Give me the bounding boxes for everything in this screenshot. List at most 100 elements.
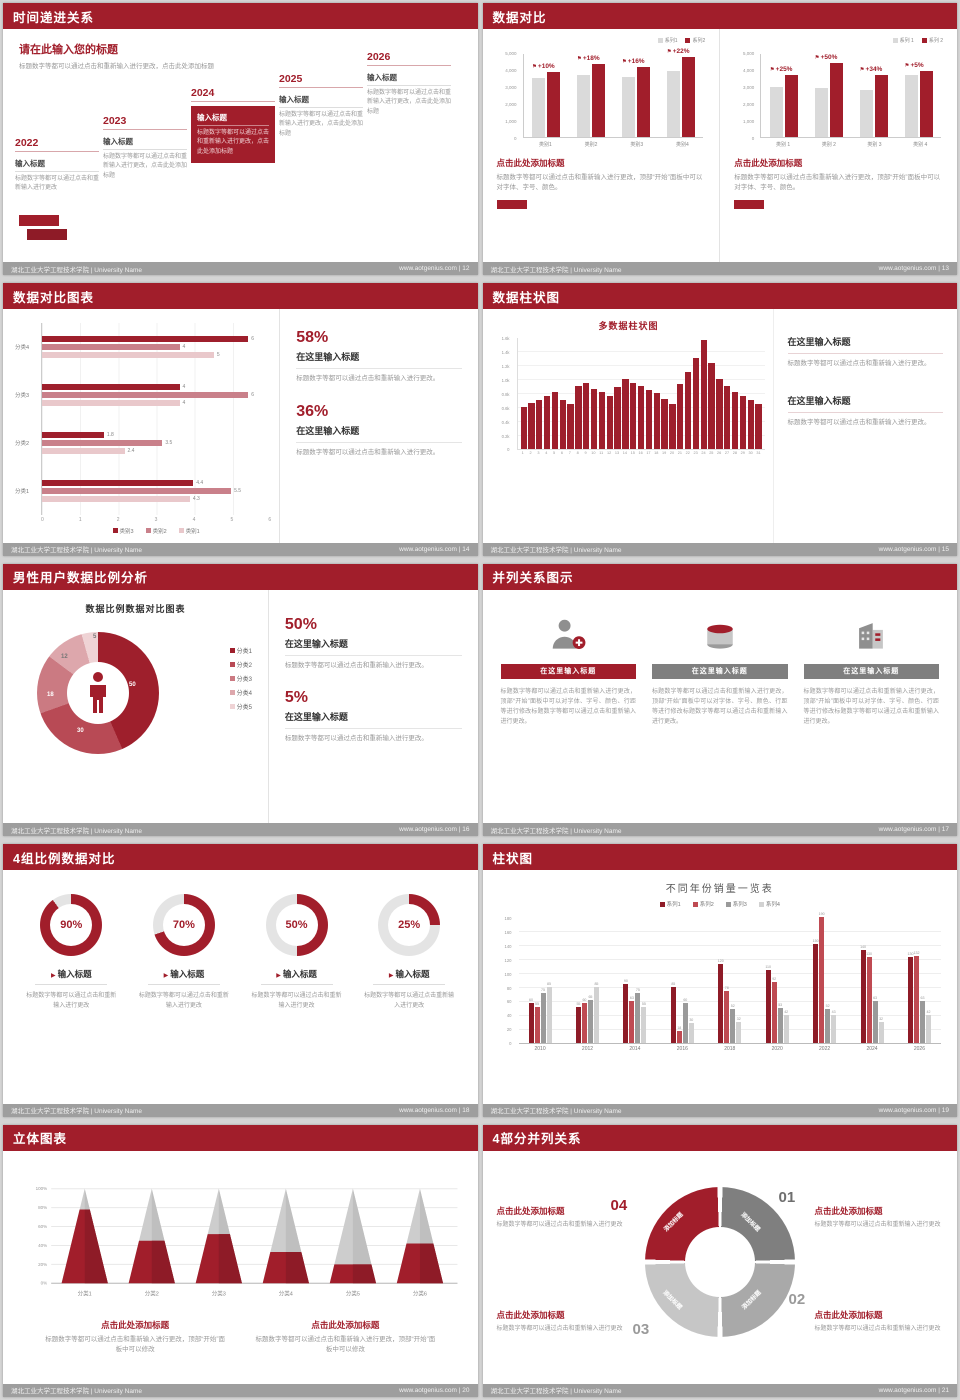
slide-16-donut-analysis[interactable]: 男性用户数据比例分析 数据比例数据对比图表 50 30 18 12 5 分类1 分类2 分类… [3,563,478,837]
svg-text:60%: 60% [38,1224,47,1229]
x-axis-label: 14 [622,451,627,456]
footer-site: www.aotgenius.com [878,1106,937,1114]
svg-text:20%: 20% [38,1261,47,1266]
bar-value: 92 [772,977,777,982]
caption-text: 标题数字等都可以通过点击和重新输入进行更改 [496,1325,623,1332]
bar [583,382,590,450]
footer-page-number: 15 [941,545,949,553]
bar [716,378,723,450]
divider [284,728,462,730]
ring-item: 90% ▶ 输入标题 标题数字等都可以通过点击和重新输入进行更改 [19,894,124,1011]
group-label: 分类3 [15,393,30,400]
x-axis-label: 类别1 [538,142,552,148]
x-axis-label: 15 [630,451,635,456]
slide-body: 数据比例数据对比图表 50 30 18 12 5 分类1 分类2 分类3 分类4 分类5 50%… [3,589,478,824]
slide-15-column-chart[interactable]: 数据柱状图 多数据柱状图 1.6k 1.4k 1.2k 1.0k 0.8k 0.6k 0.4… [482,283,957,556]
slide-21-four-part-relation[interactable]: 4部分并列关系 01 添加标题 02 添加标题 03 添加标题 04 添加标题 点击此处添加标… [482,1124,957,1397]
caption-heading: 点击此处添加标题 [496,1205,565,1216]
x-axis-label: 27 [724,451,730,456]
slide-header-bar: 4部分并列关系 [482,1124,957,1151]
x-axis-label: 2014 [629,1046,641,1053]
bar-value: 63 [629,996,634,1001]
bar [42,440,163,446]
bar-series2 [784,74,798,137]
legend-label: 系列1 [664,38,678,44]
bar-value: 60 [529,998,533,1003]
slice-value: 12 [61,653,68,660]
y-axis-tick: 1.6k [501,336,510,342]
bar-row: 4.4 [42,479,271,486]
bar-value: 32 [879,1016,884,1021]
timeline-year: 2022 [15,137,99,152]
timeline-step-box: 输入标题 标题数字等都可以通过点击和重新输入进行更改，点击此处添加标题 [191,106,275,163]
slide-footer: 湖北工业大学工程技术学院 | University Name www.aotge… [482,262,957,276]
legend-swatch [685,38,691,43]
y-axis-tick: 0 [751,136,755,141]
segment-number: 02 [788,1290,806,1308]
y-axis-tick: 120 [504,957,512,963]
slide-12-timeline[interactable]: 时间递进关系 请在此输入您的标题 标题数字等都可以通过点击和重新输入进行更改，点… [3,3,478,276]
caption-block: 点击此处添加标题 标题数字等都可以通过点击和重新输入进行更改 [497,1205,627,1231]
divider [787,411,943,413]
y-axis-tick: 0.6k [501,405,510,411]
timeline-step-text: 标题数字等都可以通过点击和重新输入进行更改 [15,176,100,192]
bar-value: 6 [251,392,255,399]
y-axis-tick: 140 [504,943,512,949]
bar [645,389,653,450]
footer-site: www.aotgenius.com [399,826,457,834]
x-axis-label: 类别 1 [776,142,791,148]
bar: 60 [682,998,688,1044]
slide-18-ratio-rings[interactable]: 4组比例数据对比 90% ▶ 输入标题 标题数字等都可以通过点击和重新输入进行更改 70… [3,844,478,1117]
bar-row: 5.5 [42,487,271,494]
bar: 75 [540,988,546,1044]
x-axis-label: 16 [638,451,643,456]
x-axis-label: 24 [701,451,706,456]
chart-title: 多数据柱状图 [598,321,659,332]
bar [42,344,180,351]
growth-label: ⚑+10% [531,63,555,71]
bar: 63 [872,996,878,1044]
stat-percentage: 5% [284,689,309,707]
slide-footer: 湖北工业大学工程技术学院 | University Name www.aotge… [3,1383,478,1397]
legend-swatch [229,661,235,667]
caption-block: 点击此处添加标题 标题数字等都可以通过点击和重新输入进行更改 [815,1205,945,1231]
plot-area: 5,000 4,000 3,000 2,000 1,000 0 ⚑+10% ⚑+18% ⚑+1… [505,48,704,141]
footer-university: 湖北工业大学工程技术学院 | University Name [490,547,622,555]
caption-text: 标题数字等都可以通过点击和重新输入进行更改 [814,1221,941,1228]
legend-item: 系列 2 [921,37,943,44]
footer-page-number: 12 [462,265,470,273]
slide-14-hbar-chart[interactable]: 数据对比图表 分类4 分类3 分类2 分类1 6 4 5 4 6 4 1.8 3.5 2.4 4.4 5.… [3,283,478,556]
slide-title: 数据柱状图 [492,290,561,305]
slide-header-bar: 并列关系图示 [482,563,957,590]
bars: ⚑+25% ⚑+50% ⚑+34% ⚑+5% [761,54,941,137]
legend-label: 类别3 [119,528,134,535]
stat-block: 5% 在这里输入标题 标题数字等都可以通过点击和重新输入进行更改。 [284,689,462,744]
bar-group: 85 18 60 30 [670,982,694,1044]
x-axis-label: 2026 [913,1046,925,1053]
arrow-icon: ▶ [388,973,394,980]
bar-value: 1.8 [106,432,114,438]
footer-site-page: www.aotgenius.com | 19 [879,1107,949,1114]
parallel-item: 在这里输入标题 标题数字等都可以通过点击和重新输入进行更改，顶部“开始”面板中可以… [500,606,636,823]
bar-value: 43 [831,1009,836,1014]
ring-heading: ▶ 输入标题 [373,968,446,986]
stat-text: 标题数字等都可以通过点击和重新输入进行更改。 [284,661,428,669]
legend-label: 系列4 [765,902,780,909]
footer-site-page: www.aotgenius.com | 13 [879,265,949,272]
legend-swatch [725,901,731,907]
parallel-columns: 在这里输入标题 标题数字等都可以通过点击和重新输入进行更改，顶部“开始”面板中可以… [483,590,958,823]
bar-row: 1.8 [42,432,271,438]
x-axis-label: 20 [669,451,675,456]
bar-row: 4 [42,344,271,351]
stat-text: 标题数字等都可以通过点击和重新输入进行更改。 [787,418,931,426]
slide-19-grouped-bar-chart[interactable]: 柱状图 不同年份销量一览表 系列1 系列2 系列3 系列4 180 160 140 120 1… [482,844,957,1117]
legend-label: 分类2 [236,662,252,669]
item-text: 标题数字等都可以通过点击和重新输入进行更改，顶部“开始”面板中可以对字体、字号、… [803,688,940,726]
slide-20-cone-chart[interactable]: 立体图表 100% 80% 60% 40% 20% 0% 分类1 分类2 分类3 分类4 分类5 分类… [3,1124,478,1397]
x-axis-label: 25 [709,451,714,456]
bar [42,336,249,343]
growth-label: ⚑+34% [859,65,883,73]
slide-17-parallel-relation[interactable]: 并列关系图示 在这里输入标题 标题数字等都可以通过点击和重新输入进行更改，顶部“开… [482,563,958,837]
flag-icon: ⚑ [769,66,775,73]
slide-13-data-compare[interactable]: 数据对比 系列1 系列2 5,000 4,000 3,000 2,000 1,000 0 ⚑… [482,3,957,276]
